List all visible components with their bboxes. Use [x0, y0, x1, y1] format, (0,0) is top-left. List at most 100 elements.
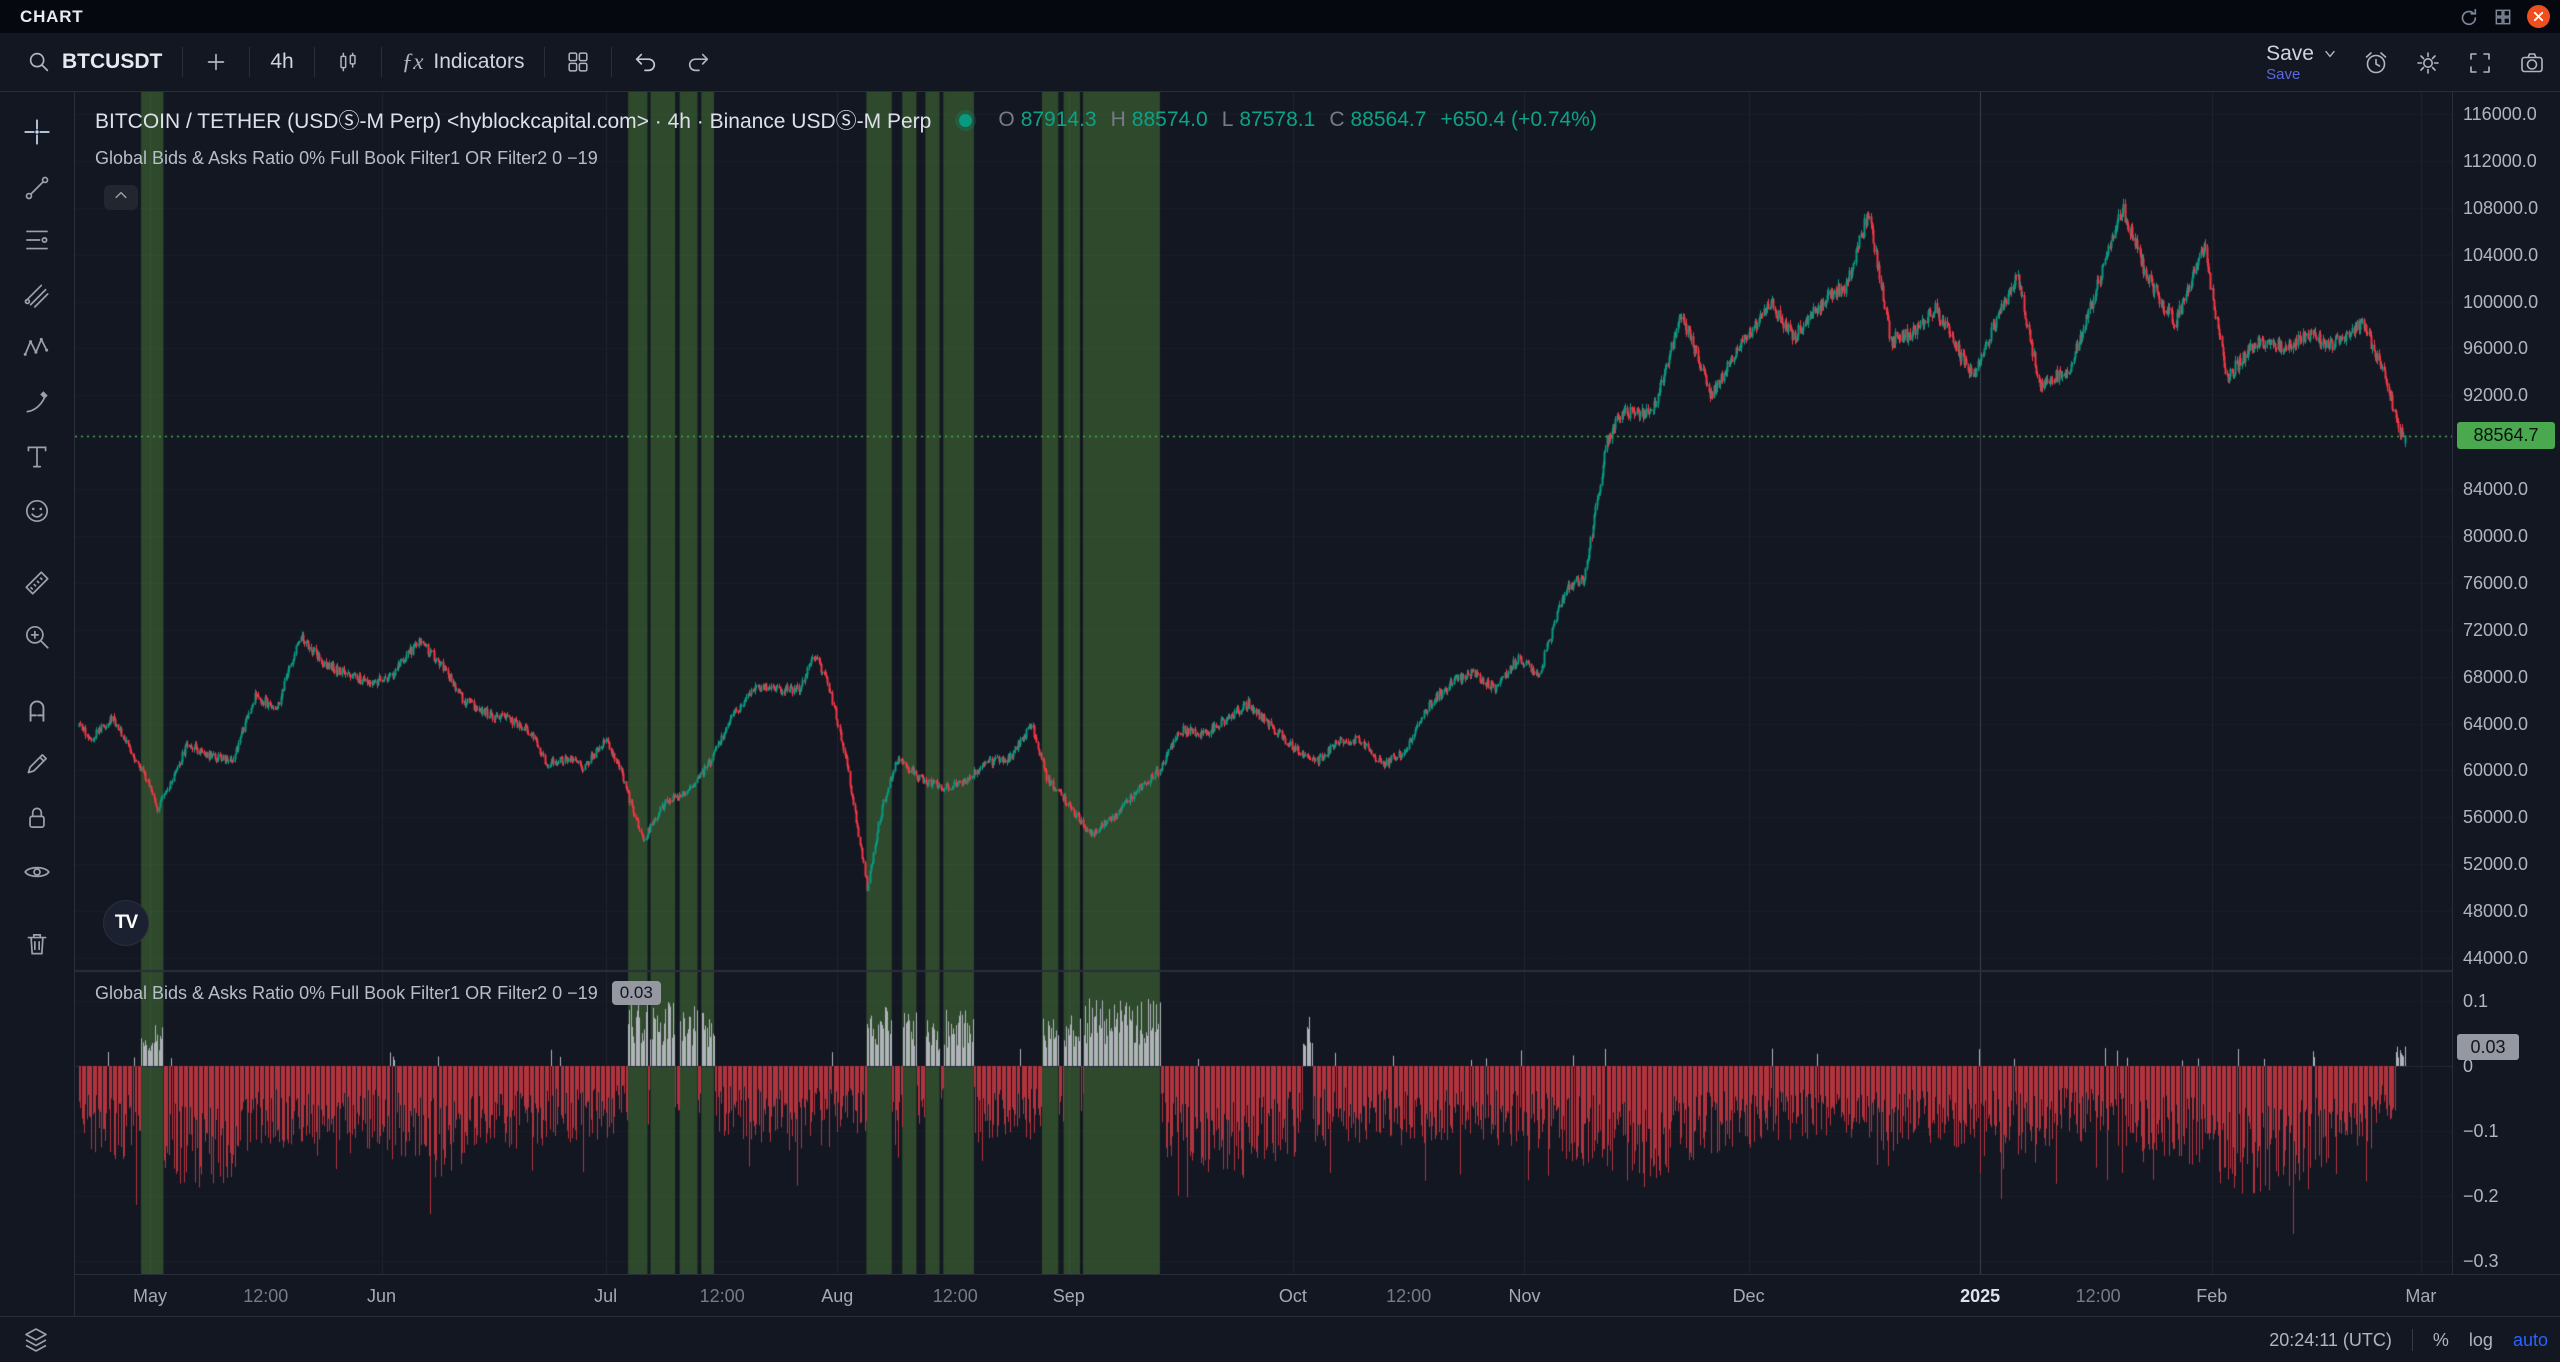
- price-axis-label: 44000.0: [2463, 948, 2529, 968]
- compare-add-symbol-button[interactable]: [189, 40, 243, 84]
- toolbar-separator: [544, 47, 546, 77]
- time-axis-label-sep: Sep: [1052, 1286, 1085, 1306]
- price-axis-label: 56000.0: [2463, 807, 2529, 828]
- log-scale-button[interactable]: log: [2468, 1329, 2493, 1350]
- fullscreen-button[interactable]: [2466, 49, 2494, 77]
- remove-all-drawings-tool[interactable]: [15, 922, 59, 966]
- object-tree-icon[interactable]: [22, 1325, 50, 1358]
- settings-button[interactable]: [2414, 49, 2442, 77]
- undo-icon: [632, 49, 658, 75]
- symbol-name: BTCUSDT: [62, 50, 163, 73]
- window-actions: [2457, 0, 2550, 33]
- zoom-in-tool[interactable]: [15, 615, 59, 659]
- indicator-axis-label: 0: [2463, 1056, 2474, 1076]
- price-axis-label: 100000.0: [2463, 291, 2539, 312]
- indicator-axis-label: 0.1: [2463, 991, 2489, 1011]
- toolbar-separator: [380, 47, 382, 77]
- time-axis-label-dec: Dec: [1732, 1286, 1765, 1306]
- symbol-description[interactable]: BITCOIN / TETHER (USDⓈ-M Perp) <hyblockc…: [95, 110, 932, 133]
- price-axis-label: 92000.0: [2463, 385, 2529, 406]
- xabcd-pattern-tool[interactable]: [15, 326, 59, 370]
- legend-collapse-button[interactable]: [104, 185, 138, 210]
- trend-line-tool[interactable]: [15, 166, 59, 210]
- fib-retracement-tool[interactable]: [15, 218, 59, 262]
- window-tab-title[interactable]: CHART: [20, 6, 84, 26]
- status-bar: 20:24:11 (UTC) % log auto: [0, 1316, 2560, 1362]
- brush-tool[interactable]: [15, 380, 59, 424]
- tradingview-logo[interactable]: TV: [103, 900, 149, 946]
- time-axis-label-nov: Nov: [1508, 1286, 1541, 1306]
- price-axis-label: 68000.0: [2463, 666, 2529, 687]
- time-axis-label-jun: Jun: [367, 1286, 397, 1306]
- indicator-axis-label: −0.2: [2463, 1186, 2499, 1206]
- main-legend: BITCOIN / TETHER (USDⓈ-M Perp) <hyblockc…: [95, 105, 1597, 135]
- undo-button[interactable]: [618, 40, 672, 84]
- magnet-tool[interactable]: [15, 688, 59, 732]
- time-axis[interactable]: May 12:00 Jun Jul 12:00 Aug 12:00 Sep Oct 12:00 No…: [75, 1274, 2560, 1316]
- layout-grid-button[interactable]: [551, 40, 605, 84]
- close-value: 88564.7: [1350, 108, 1427, 131]
- price-axis-label: 116000.0: [2463, 104, 2537, 124]
- open-value: 87914.3: [1020, 108, 1097, 131]
- candlestick-style-icon: [335, 49, 361, 75]
- save-status-label: Save: [2266, 65, 2301, 83]
- current-price-tag: 88564.7: [2457, 421, 2555, 449]
- save-button[interactable]: Save Save: [2266, 42, 2338, 83]
- time-axis-label-mar: Mar: [2405, 1286, 2437, 1306]
- plus-icon: [203, 49, 229, 75]
- text-tool[interactable]: [15, 435, 59, 479]
- time-axis-label-may: May: [132, 1286, 167, 1306]
- low-label: L: [1221, 108, 1234, 131]
- panels-icon[interactable]: [2493, 7, 2513, 27]
- indicators-button[interactable]: ƒx Indicators: [388, 40, 539, 84]
- hide-all-drawings-tool[interactable]: [15, 850, 59, 894]
- price-axis-label: 108000.0: [2463, 197, 2539, 218]
- indicator-axis-label: −0.3: [2463, 1251, 2499, 1271]
- chevron-down-icon: [2322, 46, 2338, 62]
- status-right-cluster: 20:24:11 (UTC) % log auto: [2269, 1317, 2548, 1362]
- snapshot-camera-button[interactable]: [2518, 49, 2546, 77]
- percent-scale-button[interactable]: %: [2432, 1329, 2449, 1350]
- close-label: C: [1329, 108, 1345, 131]
- price-axis-label: 96000.0: [2463, 338, 2529, 359]
- interval-button[interactable]: 4h: [256, 40, 307, 84]
- window-tab-bar: CHART: [0, 0, 2560, 33]
- chart-canvas[interactable]: [75, 92, 2452, 1274]
- pitchfork-tool[interactable]: [15, 272, 59, 316]
- alert-button[interactable]: [2362, 49, 2390, 77]
- price-axis[interactable]: 88564.7 0.03 116000.0 112000.0 108000.0 104…: [2452, 92, 2560, 1316]
- toolbar-separator: [182, 47, 184, 77]
- time-axis-label-1200: 12:00: [2075, 1286, 2121, 1306]
- market-status-dot-icon[interactable]: [959, 113, 973, 127]
- chevron-up-icon: [113, 188, 129, 207]
- price-axis-label: 60000.0: [2463, 760, 2529, 781]
- lower-indicator-label: Global Bids & Asks Ratio 0% Full Book Fi…: [95, 982, 598, 1003]
- crosshair-tool[interactable]: [15, 110, 59, 154]
- auto-scale-button[interactable]: auto: [2512, 1329, 2548, 1350]
- price-axis-label: 112000.0: [2463, 150, 2537, 171]
- high-label: H: [1110, 108, 1126, 131]
- close-window-button[interactable]: [2527, 5, 2550, 28]
- lower-pane-legend[interactable]: Global Bids & Asks Ratio 0% Full Book Fi…: [95, 981, 661, 1005]
- emoji-tool[interactable]: [15, 489, 59, 533]
- symbol-search-button[interactable]: BTCUSDT: [12, 40, 176, 84]
- chart-style-button[interactable]: [321, 40, 375, 84]
- refresh-icon[interactable]: [2457, 6, 2479, 28]
- clock-utc-label[interactable]: 20:24:11 (UTC): [2269, 1329, 2392, 1350]
- price-axis-label: 84000.0: [2463, 479, 2529, 500]
- status-separator: [2411, 1329, 2413, 1351]
- fx-icon: ƒx: [401, 49, 424, 74]
- redo-button[interactable]: [672, 40, 726, 84]
- low-value: 87578.1: [1239, 108, 1316, 131]
- edit-pencil-tool[interactable]: [15, 742, 59, 786]
- toolbar-separator: [313, 47, 315, 77]
- high-value: 88574.0: [1131, 108, 1208, 131]
- toolbar-separator: [249, 47, 251, 77]
- open-label: O: [998, 108, 1015, 131]
- overlay-indicator-legend[interactable]: Global Bids & Asks Ratio 0% Full Book Fi…: [95, 148, 598, 168]
- time-axis-label-1200: 12:00: [1386, 1286, 1432, 1306]
- lock-all-drawings-tool[interactable]: [15, 796, 59, 840]
- measure-ruler-tool[interactable]: [15, 561, 59, 605]
- price-axis-label: 104000.0: [2463, 244, 2539, 265]
